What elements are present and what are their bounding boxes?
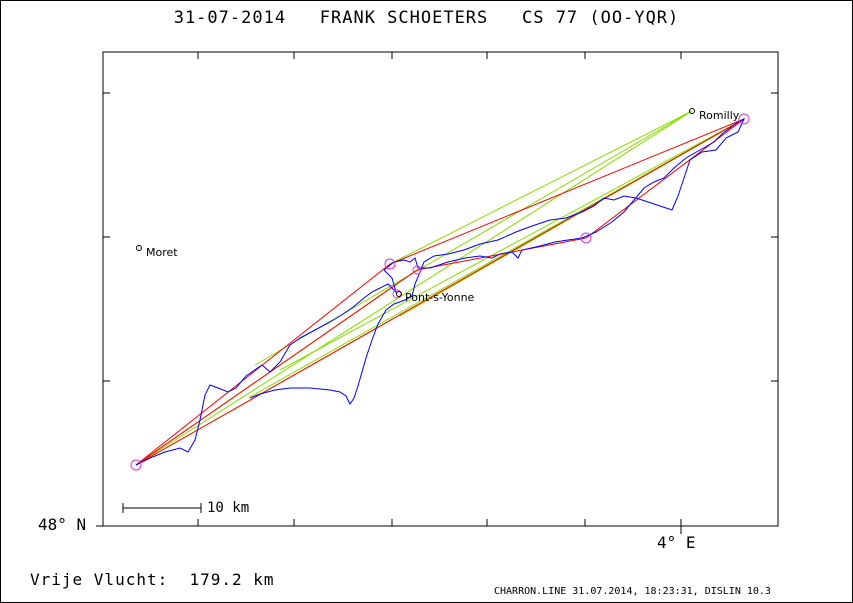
town-marker-pont xyxy=(396,291,402,297)
lat-axis-label: 48° N xyxy=(38,515,87,534)
leg-line xyxy=(389,110,693,265)
leg-line xyxy=(279,118,745,371)
turnpoints xyxy=(130,113,750,471)
town-label-moret: Moret xyxy=(146,246,178,259)
lon-axis-label: 4° E xyxy=(657,533,696,552)
green-legs xyxy=(135,110,745,466)
footer-info: CHARRON.LINE 31.07.2014, 18:23:31, DISLI… xyxy=(494,586,771,597)
flight-title: 31-07-2014 FRANK SCHOETERS CS 77 (OO-YQR… xyxy=(173,8,680,28)
town-marker-moret xyxy=(136,245,142,251)
turnpoint xyxy=(580,232,592,244)
free-flight-distance: Vrije Vlucht: 179.2 km xyxy=(30,570,275,589)
turnpoint-start xyxy=(130,459,142,471)
route-line xyxy=(135,118,745,466)
town-marker-romilly xyxy=(689,108,695,114)
scale-bar-label: 10 km xyxy=(207,500,250,516)
turnpoint xyxy=(384,258,396,270)
plot-border xyxy=(102,51,779,527)
gps-track xyxy=(135,117,746,466)
turnpoint xyxy=(412,265,422,275)
turnpoint-end xyxy=(738,113,750,125)
town-label-romilly: Romilly xyxy=(699,109,740,122)
town-label-pont-s-yonne: Pont-s-Yonne xyxy=(405,291,475,304)
route-line xyxy=(135,118,745,466)
